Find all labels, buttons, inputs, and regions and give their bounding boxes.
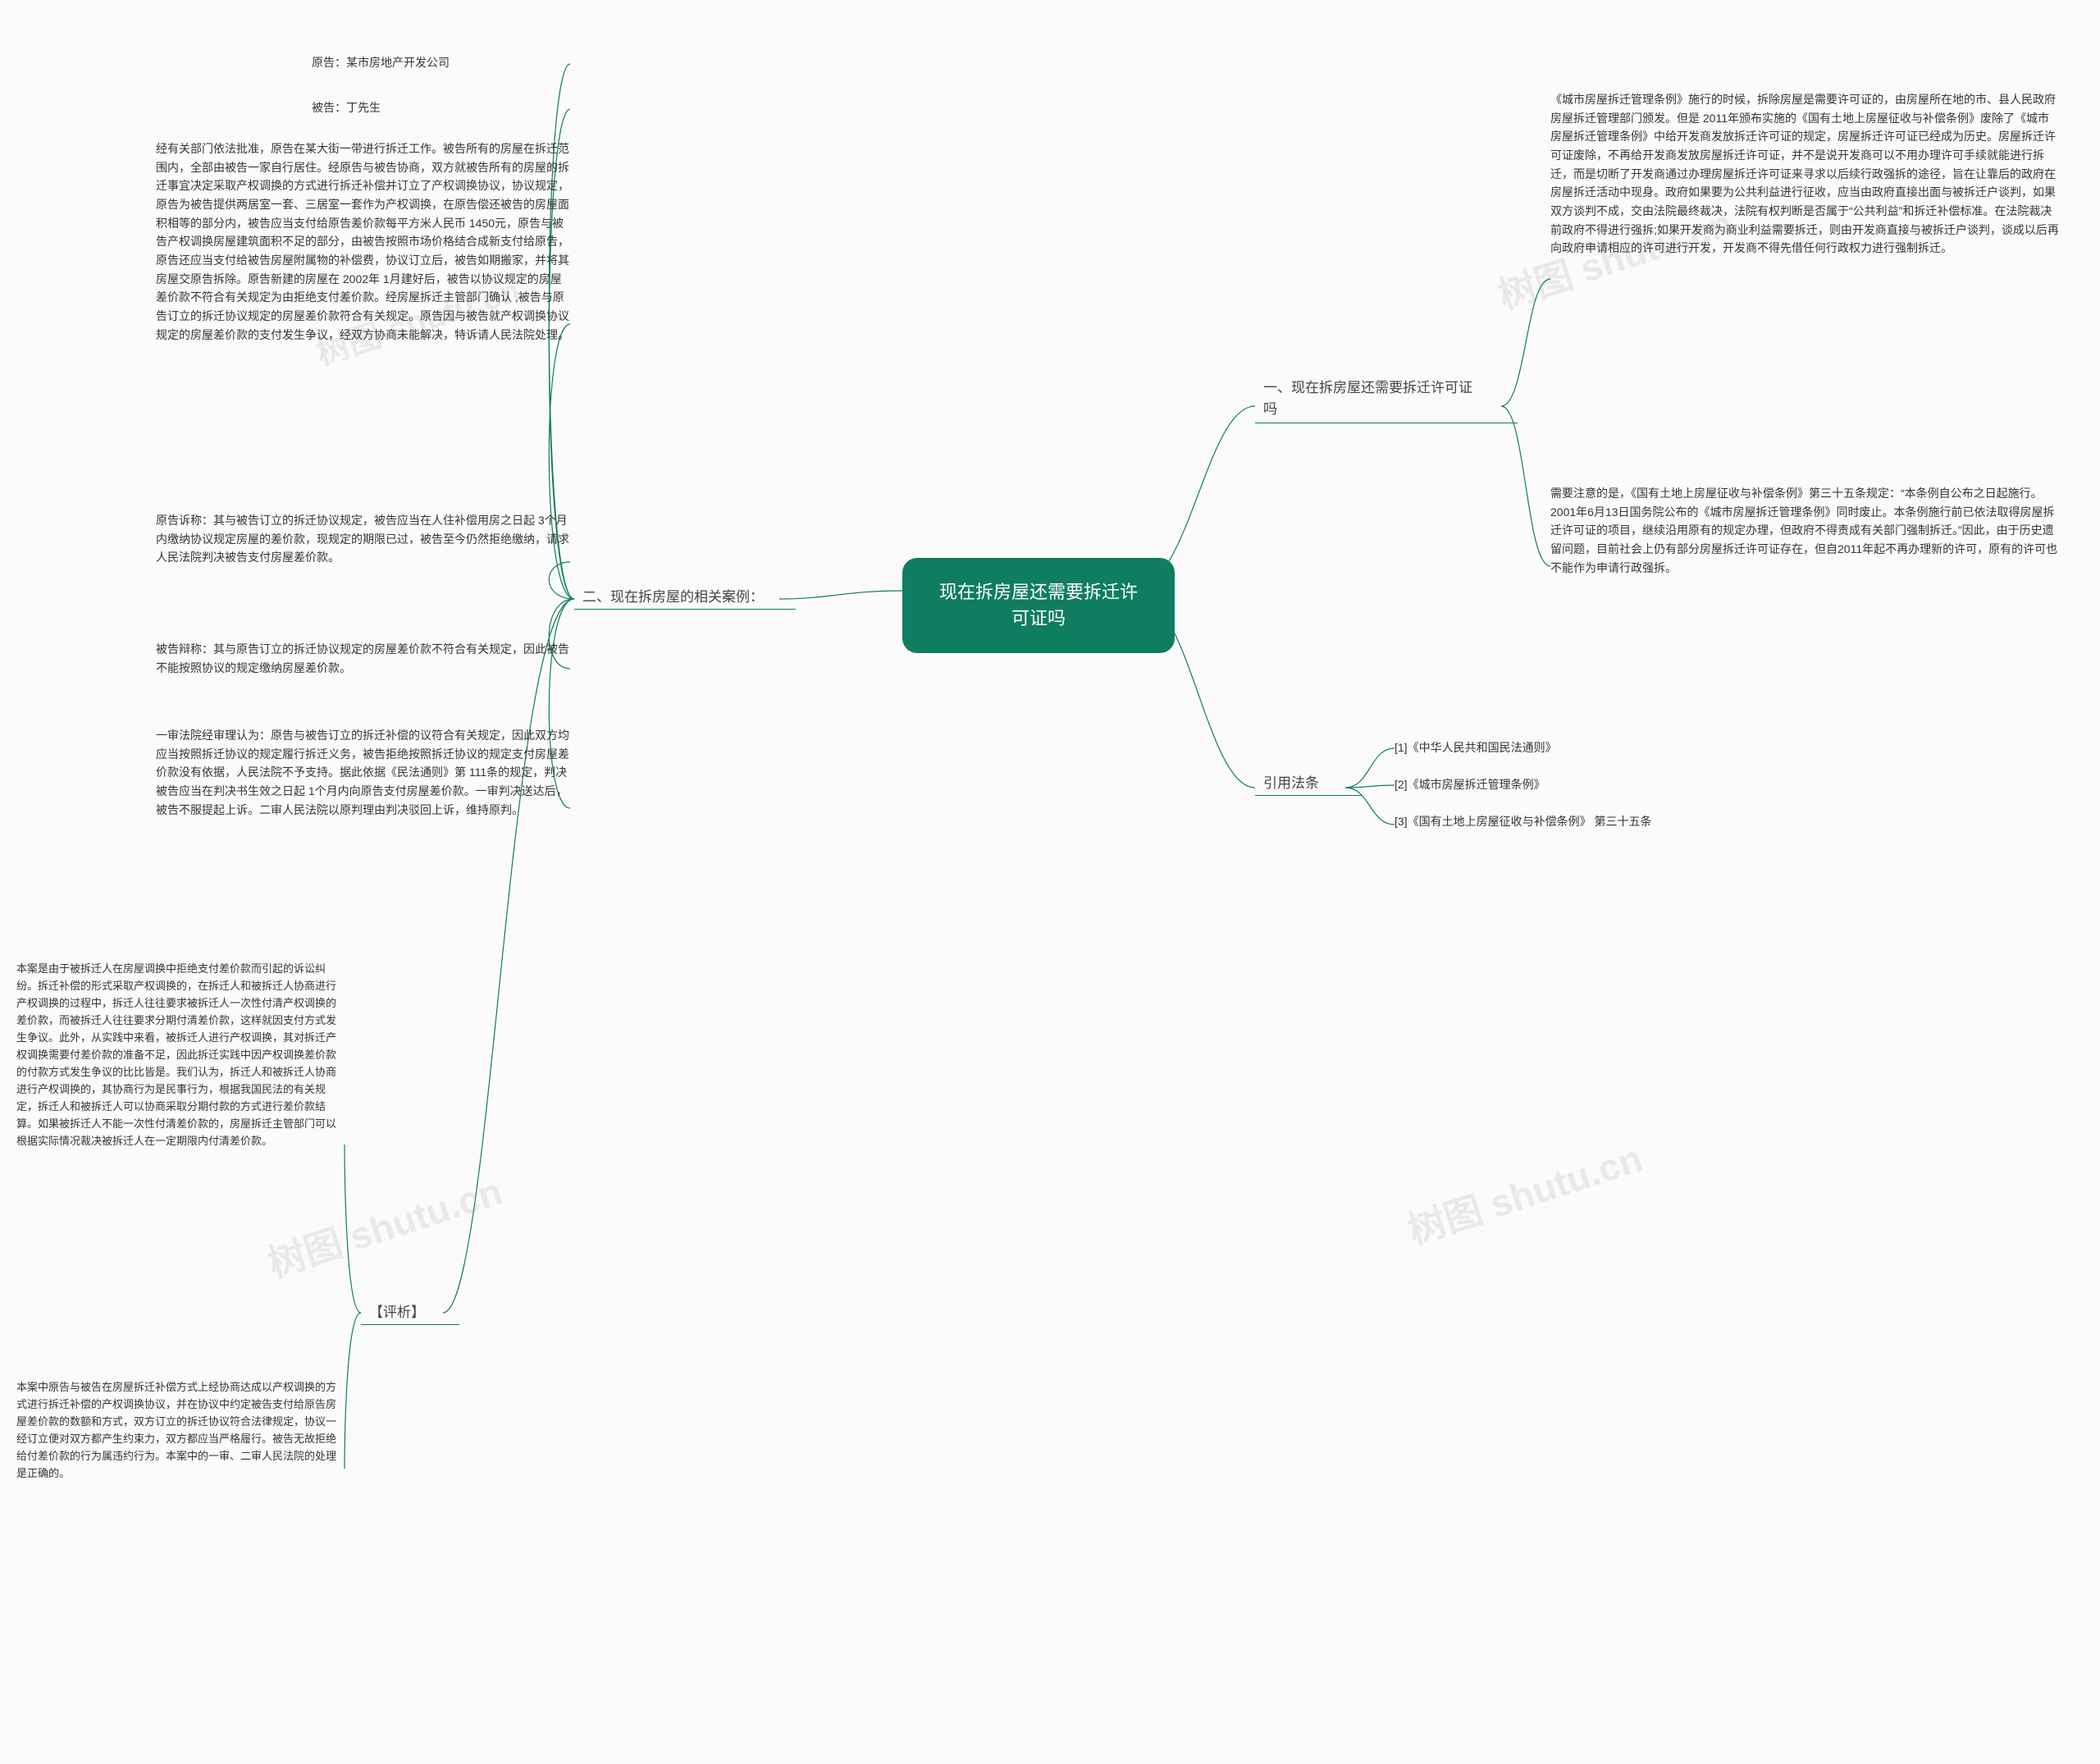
branch-right-2-text: 引用法条	[1263, 775, 1319, 791]
branch-right-1-text: 一、现在拆房屋还需要拆迁许可证吗	[1263, 380, 1472, 417]
branch-right-2: 引用法条	[1255, 771, 1362, 796]
branch-left-1-text: 二、现在拆房屋的相关案例：	[582, 589, 764, 605]
leaf-r1-1: 需要注意的是，《国有土地上房屋征收与补偿条例》第三十五条规定：“本条例自公布之日…	[1550, 484, 2059, 577]
leaf-sub-1: 本案中原告与被告在房屋拆迁补偿方式上经协商达成以产权调换的方式进行拆迁补偿的产权…	[16, 1378, 345, 1482]
center-line2: 可证吗	[1011, 608, 1066, 628]
branch-right-1: 一、现在拆房屋还需要拆迁许可证吗	[1255, 377, 1518, 423]
center-topic: 现在拆房屋还需要拆迁许 可证吗	[902, 558, 1175, 653]
leaf-l-5: 一审法院经审理认为：原告与被告订立的拆迁补偿的议符合有关规定，因此双方均应当按照…	[156, 726, 570, 819]
leaf-r2-1: [2]《城市房屋拆迁管理条例》	[1395, 775, 1739, 794]
branch-left-sub-text: 【评析】	[369, 1305, 425, 1320]
leaf-r2-0: [1]《中华人民共和国民法通则》	[1395, 738, 1739, 757]
leaf-l-2: 经有关部门依法批准，原告在某大街一带进行拆迁工作。被告所有的房屋在拆迁范围内，全…	[156, 139, 570, 344]
watermark: 树图 shutu.cn	[260, 1162, 508, 1288]
leaf-sub-0: 本案是由于被拆迁人在房屋调换中拒绝支付差价款而引起的诉讼纠纷。拆迁补偿的形式采取…	[16, 960, 345, 1150]
leaf-l-0: 原告：某市房地产开发公司	[312, 53, 566, 72]
leaf-l-3: 原告诉称：其与被告订立的拆迁协议规定，被告应当在人住补偿用房之日起 3个月内缴纳…	[156, 511, 570, 567]
watermark: 树图 shutu.cn	[1400, 1129, 1648, 1255]
leaf-r2-2: [3]《国有土地上房屋征收与补偿条例》 第三十五条	[1395, 812, 1739, 831]
leaf-l-4: 被告辩称：其与原告订立的拆迁协议规定的房屋差价款不符合有关规定，因此被告不能按照…	[156, 640, 570, 677]
branch-left-sub: 【评析】	[361, 1300, 459, 1325]
center-line1: 现在拆房屋还需要拆迁许	[939, 582, 1138, 602]
branch-left-1: 二、现在拆房屋的相关案例：	[574, 585, 796, 610]
leaf-r1-0: 《城市房屋拆迁管理条例》施行的时候，拆除房屋是需要许可证的，由房屋所在地的市、县…	[1550, 90, 2059, 258]
leaf-l-1: 被告：丁先生	[312, 98, 566, 117]
